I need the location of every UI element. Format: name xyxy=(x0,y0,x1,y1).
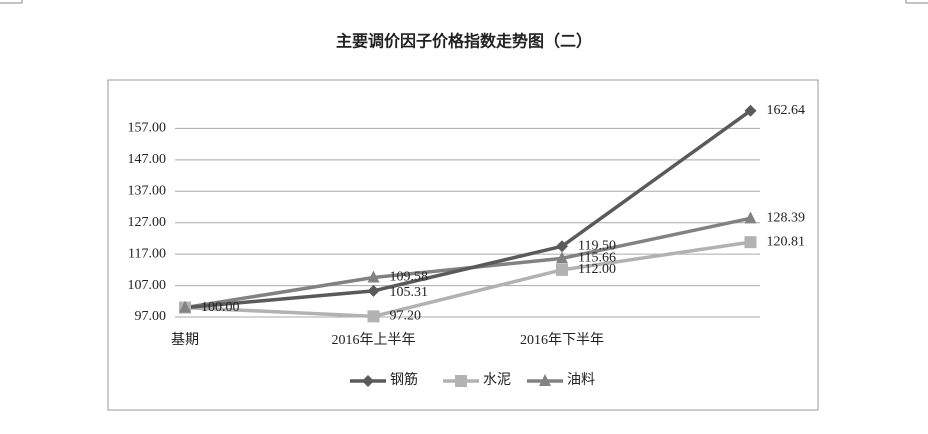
marker xyxy=(179,300,191,313)
x-tick-label: 2016年上半年 xyxy=(332,332,416,348)
y-tick-label: 127.00 xyxy=(128,215,167,230)
y-tick-label: 117.00 xyxy=(128,246,166,261)
y-tick-label: 107.00 xyxy=(128,278,167,293)
data-label: 100.00 xyxy=(201,300,240,315)
data-label: 97.20 xyxy=(390,309,422,324)
legend-marker xyxy=(362,375,374,387)
marker xyxy=(556,263,568,276)
legend-label: 油料 xyxy=(567,372,595,388)
data-label: 105.31 xyxy=(390,285,429,300)
y-tick-label: 157.00 xyxy=(128,121,167,136)
marker xyxy=(556,240,568,253)
marker xyxy=(744,211,757,224)
data-label: 109.58 xyxy=(390,270,429,285)
legend-marker xyxy=(539,374,551,386)
series-line xyxy=(184,109,752,310)
y-tick-label: 147.00 xyxy=(128,152,167,167)
chart-frame xyxy=(107,79,819,411)
marker xyxy=(367,270,380,283)
x-tick-label: 2016年下半年 xyxy=(520,332,604,348)
data-label: 119.50 xyxy=(578,239,616,254)
data-label: 115.66 xyxy=(578,251,616,266)
chart-title: 主要调价因子价格指数走势图（二） xyxy=(336,32,592,51)
data-label: 112.00 xyxy=(578,262,616,277)
data-label: 162.64 xyxy=(767,103,806,118)
marker xyxy=(367,284,380,297)
y-tick-label: 97.00 xyxy=(135,309,167,324)
x-tick-label: 基期 xyxy=(171,331,199,348)
marker xyxy=(744,236,757,249)
legend-marker xyxy=(455,375,467,387)
series-line xyxy=(184,240,751,319)
marker xyxy=(744,104,757,117)
y-tick-label: 137.00 xyxy=(128,184,167,199)
marker xyxy=(367,310,380,323)
legend-label: 水泥 xyxy=(483,372,511,388)
data-label: 128.39 xyxy=(767,211,806,226)
data-label: 120.81 xyxy=(767,234,806,249)
legend-label: 钢筋 xyxy=(390,371,418,388)
marker xyxy=(556,251,568,264)
